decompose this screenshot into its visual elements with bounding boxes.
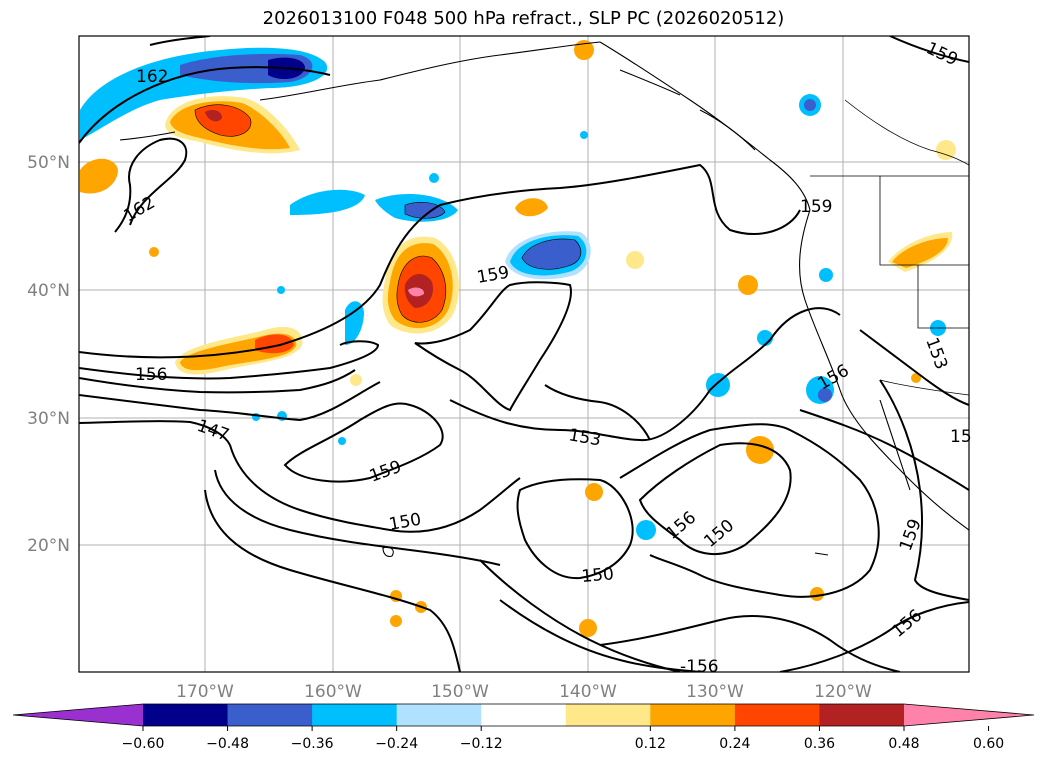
colorbar-tick-label: 0.48 <box>888 736 919 752</box>
latitude-labels: 50°N 40°N 30°N 20°N <box>27 153 70 556</box>
political-borders <box>810 99 969 396</box>
lat-label: 40°N <box>27 281 70 301</box>
colorbar-segment <box>650 704 736 726</box>
lon-label: 160°W <box>304 682 362 702</box>
coastlines <box>119 41 969 557</box>
colorbar-tick-label: −0.36 <box>291 736 334 752</box>
colorbar-tick-label: −0.12 <box>460 736 503 752</box>
contour-label: 156 <box>135 365 167 385</box>
contour-label: 150 <box>581 564 615 587</box>
colorbar-segment <box>481 704 567 726</box>
lat-label: 50°N <box>27 153 70 173</box>
colorbar-segment <box>396 704 482 726</box>
colorbar-tick-label: 0.24 <box>719 736 750 752</box>
slp-contours <box>79 36 969 672</box>
contour-label: 159 <box>800 197 832 217</box>
contour-label: 15 <box>950 427 972 447</box>
graticule <box>79 36 969 672</box>
lon-label: 150°W <box>431 682 489 702</box>
patch-outlines <box>194 104 582 323</box>
colorbar-segment <box>734 704 820 726</box>
contour-label: 162 <box>136 67 168 87</box>
colorbar-segment <box>227 704 313 726</box>
colorbar-tick-label: −0.24 <box>375 736 418 752</box>
colorbar-extend-low <box>13 704 143 726</box>
longitude-labels: 170°W 160°W 150°W 140°W 130°W 120°W <box>176 682 872 702</box>
colorbar-tick-label: 0.12 <box>635 736 666 752</box>
lon-label: 170°W <box>176 682 234 702</box>
colorbar-segment <box>312 704 398 726</box>
lon-label: 130°W <box>686 682 744 702</box>
colorbar-segment <box>819 704 905 726</box>
colorbar: −0.60 −0.48 −0.36 −0.24 −0.12 0.12 0.24 0.36 0.4… <box>12 703 1035 752</box>
chart-title: 2026013100 F048 500 hPa refract., SLP PC… <box>262 8 785 29</box>
refractivity-anomaly-fill <box>80 40 956 637</box>
plot-frame <box>78 35 970 673</box>
colorbar-segment <box>143 704 229 726</box>
colorbar-tick-label: 0.36 <box>804 736 835 752</box>
lon-label: 120°W <box>814 682 872 702</box>
lat-label: 30°N <box>27 409 70 429</box>
colorbar-segment <box>565 704 651 726</box>
colorbar-tick-label: 0.60 <box>973 736 1004 752</box>
lon-label: 140°W <box>559 682 617 702</box>
colorbar-extend-high <box>904 704 1034 726</box>
contour-label: -156 <box>680 657 719 677</box>
colorbar-tick-label: −0.60 <box>122 736 165 752</box>
colorbar-tick-label: −0.48 <box>206 736 249 752</box>
lat-label: 20°N <box>27 536 70 556</box>
